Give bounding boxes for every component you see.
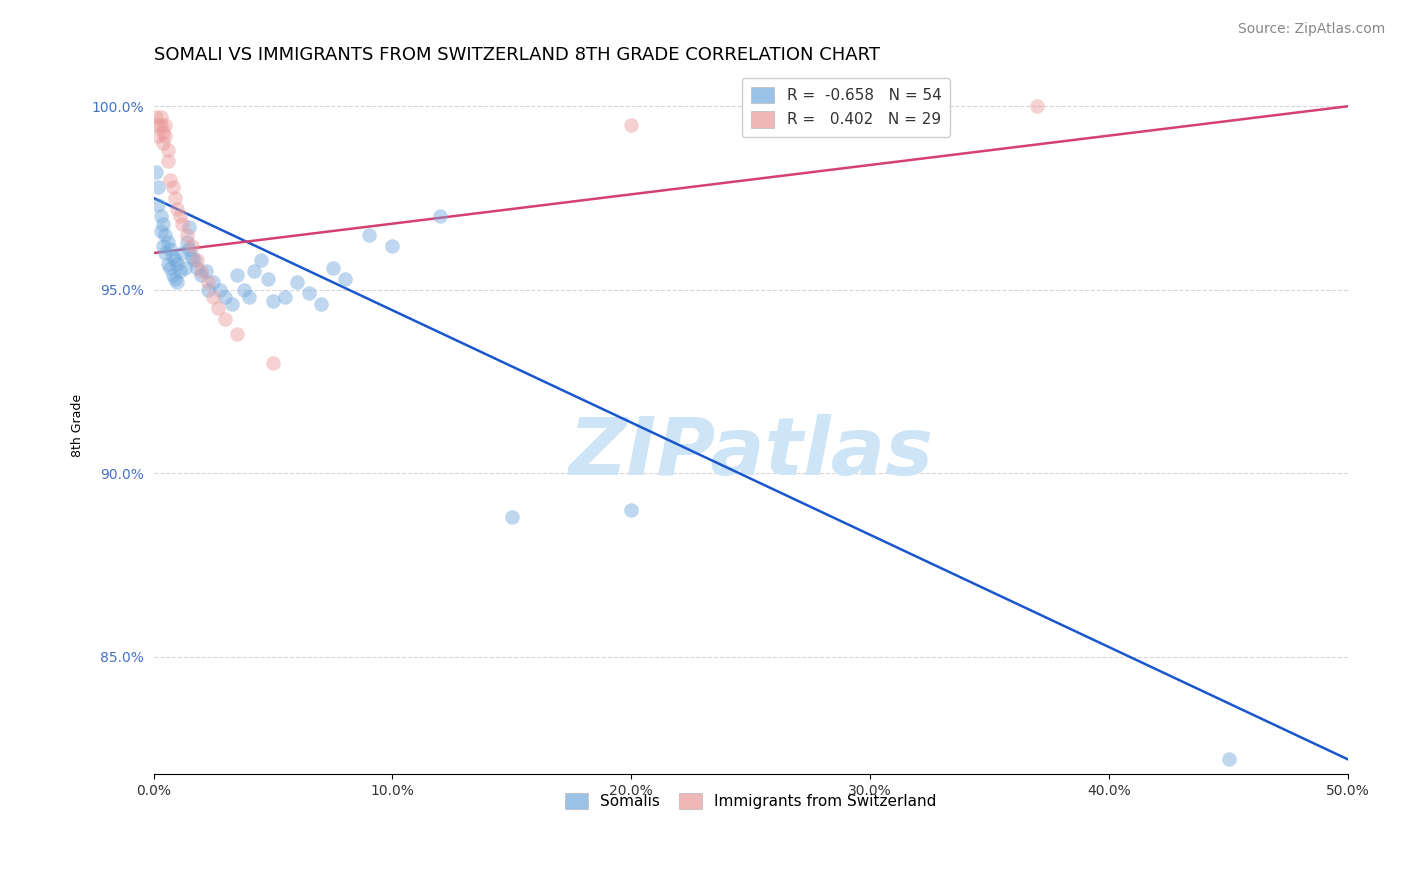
Point: [186, 260, 208, 275]
Point: [149, 118, 172, 132]
Point: [152, 217, 174, 231]
Point: [159, 260, 181, 275]
Point: [166, 276, 188, 290]
Point: [183, 253, 205, 268]
Point: [226, 268, 249, 282]
Point: [169, 210, 191, 224]
Point: [214, 312, 236, 326]
Point: [149, 224, 172, 238]
Point: [148, 198, 170, 212]
Text: SOMALI VS IMMIGRANTS FROM SWITZERLAND 8TH GRADE CORRELATION CHART: SOMALI VS IMMIGRANTS FROM SWITZERLAND 8T…: [153, 46, 880, 64]
Text: ZIPatlas: ZIPatlas: [568, 415, 934, 492]
Point: [155, 246, 177, 260]
Point: [152, 136, 174, 150]
Point: [173, 260, 195, 275]
Point: [357, 227, 380, 242]
Point: [195, 264, 218, 278]
Point: [166, 257, 188, 271]
Point: [179, 220, 201, 235]
Point: [429, 210, 451, 224]
Point: [209, 283, 232, 297]
Point: [149, 210, 172, 224]
Point: [169, 264, 191, 278]
Point: [250, 253, 273, 268]
Point: [190, 264, 212, 278]
Point: [162, 250, 184, 264]
Point: [155, 128, 177, 143]
Point: [180, 238, 202, 252]
Point: [243, 264, 266, 278]
Point: [163, 271, 186, 285]
Point: [172, 246, 194, 260]
Point: [186, 253, 208, 268]
Point: [148, 118, 170, 132]
Point: [202, 290, 225, 304]
Point: [298, 286, 321, 301]
Point: [155, 227, 177, 242]
Point: [501, 510, 523, 524]
Point: [262, 293, 284, 308]
Point: [180, 250, 202, 264]
Point: [145, 165, 167, 179]
Point: [262, 356, 284, 370]
Point: [152, 238, 174, 252]
Point: [620, 503, 643, 517]
Point: [166, 202, 188, 216]
Point: [190, 268, 212, 282]
Point: [221, 297, 243, 311]
Point: [207, 301, 229, 315]
Point: [156, 257, 179, 271]
Point: [148, 180, 170, 194]
Point: [179, 243, 201, 257]
Point: [257, 271, 280, 285]
Point: [176, 227, 198, 242]
Point: [156, 235, 179, 249]
Point: [226, 326, 249, 341]
Point: [1218, 752, 1240, 766]
Point: [238, 290, 260, 304]
Point: [214, 290, 236, 304]
Point: [156, 154, 179, 169]
Point: [148, 128, 170, 143]
Point: [202, 276, 225, 290]
Point: [322, 260, 344, 275]
Legend: Somalis, Immigrants from Switzerland: Somalis, Immigrants from Switzerland: [560, 787, 942, 815]
Point: [1026, 99, 1049, 113]
Point: [163, 253, 186, 268]
Point: [159, 172, 181, 186]
Y-axis label: 8th Grade: 8th Grade: [72, 394, 84, 457]
Point: [145, 110, 167, 124]
Point: [333, 271, 356, 285]
Point: [197, 276, 219, 290]
Point: [156, 143, 179, 157]
Point: [381, 238, 404, 252]
Point: [197, 283, 219, 297]
Point: [309, 297, 332, 311]
Point: [285, 276, 308, 290]
Point: [162, 268, 184, 282]
Text: Source: ZipAtlas.com: Source: ZipAtlas.com: [1237, 22, 1385, 37]
Point: [162, 180, 184, 194]
Point: [155, 118, 177, 132]
Point: [620, 118, 643, 132]
Point: [159, 243, 181, 257]
Point: [152, 125, 174, 139]
Point: [163, 191, 186, 205]
Point: [172, 217, 194, 231]
Point: [274, 290, 297, 304]
Point: [176, 235, 198, 249]
Point: [149, 110, 172, 124]
Point: [233, 283, 256, 297]
